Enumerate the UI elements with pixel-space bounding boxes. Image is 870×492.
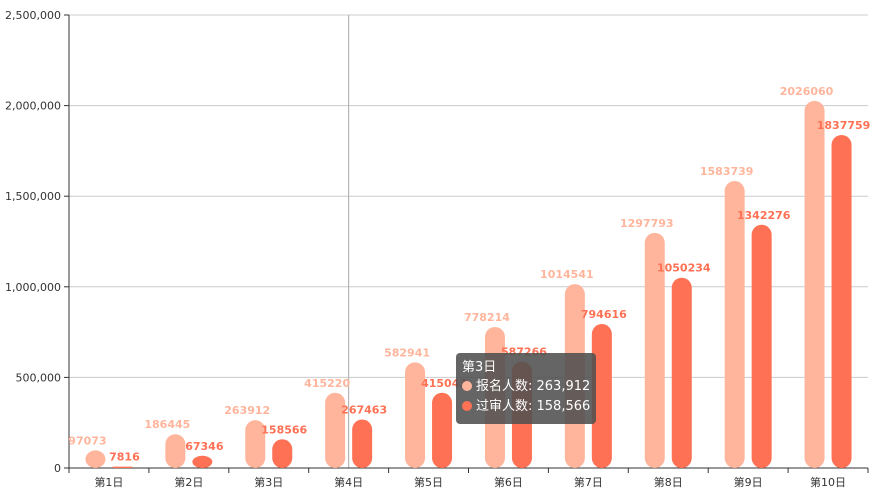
data-label: 7816	[109, 451, 140, 464]
bar	[804, 100, 825, 468]
bar	[165, 434, 186, 468]
x-tick-label: 第7日	[574, 475, 603, 489]
x-tick-label: 第1日	[94, 475, 123, 489]
tooltip-title: 第3日	[462, 360, 497, 375]
data-label: 186445	[144, 418, 190, 431]
bar	[751, 224, 772, 468]
bar	[112, 466, 133, 468]
data-label: 415220	[304, 377, 350, 390]
approved-marker-icon	[462, 401, 472, 411]
y-tick-label: 2,000,000	[5, 100, 61, 113]
data-label: 97073	[68, 434, 106, 447]
registered-marker-icon	[462, 381, 472, 391]
bar	[432, 392, 453, 468]
data-label: 1342276	[737, 209, 791, 222]
bar	[405, 362, 426, 468]
bar	[591, 324, 612, 468]
tooltip-registered-value: 报名人数: 263,912	[476, 379, 591, 394]
x-tick-label: 第8日	[654, 475, 683, 489]
bar	[245, 420, 266, 468]
y-tick-label: 500,000	[16, 371, 62, 384]
tooltip-row-registered: 报名人数: 263,912	[462, 377, 590, 397]
data-label: 1837759	[817, 119, 870, 132]
data-label: 1050234	[657, 262, 711, 275]
data-label: 415043	[421, 377, 467, 390]
y-tick-label: 0	[54, 462, 61, 475]
bar	[352, 419, 373, 468]
data-label: 1297793	[620, 217, 674, 230]
x-tick-label: 第9日	[734, 475, 763, 489]
data-label: 1583739	[700, 165, 754, 178]
y-tick-label: 1,000,000	[5, 281, 61, 294]
x-tick-label: 第3日	[254, 475, 283, 489]
bar	[831, 134, 852, 469]
bar	[671, 277, 692, 468]
data-label: 582941	[384, 346, 430, 359]
data-label: 267463	[341, 404, 387, 417]
x-tick-label: 第4日	[334, 475, 363, 489]
tooltip-approved-value: 过审人数: 158,566	[476, 399, 591, 414]
x-tick-label: 第5日	[414, 475, 443, 489]
tooltip-row-approved: 过审人数: 158,566	[462, 397, 590, 417]
data-label: 67346	[185, 440, 224, 453]
x-tick-label: 第2日	[174, 475, 203, 489]
bar	[272, 439, 293, 468]
data-label: 778214	[464, 311, 510, 324]
bar	[724, 181, 745, 468]
bar	[325, 392, 346, 468]
bar	[85, 450, 106, 468]
y-tick-label: 2,500,000	[5, 9, 61, 22]
bar	[644, 232, 665, 468]
y-tick-label: 1,500,000	[5, 190, 61, 203]
data-label: 158566	[261, 423, 307, 436]
data-label: 1014541	[540, 268, 594, 281]
data-label: 794616	[581, 308, 627, 321]
bar	[192, 455, 213, 468]
x-tick-label: 第10日	[810, 475, 846, 489]
data-label: 2026060	[780, 85, 834, 98]
data-label: 263912	[224, 404, 270, 417]
x-tick-label: 第6日	[494, 475, 523, 489]
chart-tooltip: 第3日 报名人数: 263,912 过审人数: 158,566	[456, 353, 596, 424]
